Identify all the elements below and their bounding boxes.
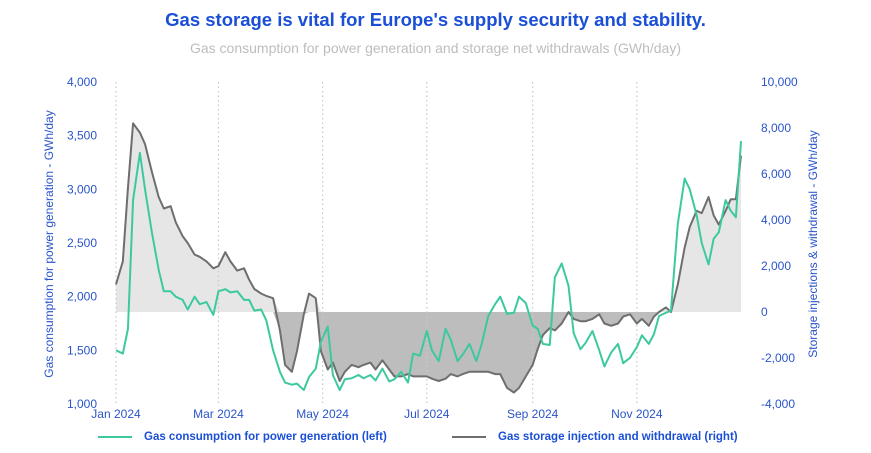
y-right-tick-label: -4,000 — [761, 397, 795, 411]
y-left-tick-label: 3,500 — [67, 129, 97, 143]
y-axis-right: -4,000 -2,000 0 2,000 4,000 6,000 8,000 10,000 — [761, 75, 798, 411]
y-right-tick-label: 0 — [761, 305, 768, 319]
legend-swatch-consumption — [98, 436, 132, 438]
storage-fill-positive — [116, 123, 741, 313]
y-right-tick-label: -2,000 — [761, 351, 795, 365]
x-tick-label: May 2024 — [296, 407, 349, 421]
series-lines — [115, 122, 742, 394]
chart-subtitle: Gas consumption for power generation and… — [189, 40, 682, 56]
legend-item-storage[interactable]: Gas storage injection and withdrawal (ri… — [452, 425, 738, 449]
y-axis-left-label: Gas consumption for power generation - G… — [42, 110, 56, 377]
x-tick-label: Jul 2024 — [404, 407, 450, 421]
y-right-tick-label: 6,000 — [761, 167, 791, 181]
y-axis-left: 1,000 1,500 2,000 2,500 3,000 3,500 4,000 — [67, 75, 97, 411]
y-left-tick-label: 2,000 — [67, 290, 97, 304]
storage-fill-negative — [116, 312, 741, 393]
y-left-tick-label: 1,500 — [67, 343, 97, 357]
y-axis-right-label: Storage injections & withdrawal - GWh/da… — [806, 130, 820, 357]
y-right-tick-label: 10,000 — [761, 75, 798, 89]
x-tick-label: Mar 2024 — [193, 407, 244, 421]
y-left-tick-label: 4,000 — [67, 75, 97, 89]
x-axis: Jan 2024 Mar 2024 May 2024 Jul 2024 Sep 2024… — [91, 407, 663, 421]
y-left-tick-label: 1,000 — [67, 397, 97, 411]
legend-label-consumption: Gas consumption for power generation (le… — [144, 431, 387, 443]
y-right-tick-label: 4,000 — [761, 213, 791, 227]
y-right-tick-label: 8,000 — [761, 121, 791, 135]
legend-item-consumption[interactable]: Gas consumption for power generation (le… — [98, 425, 387, 449]
y-left-tick-label: 3,000 — [67, 182, 97, 196]
x-tick-label: Nov 2024 — [611, 407, 663, 421]
y-left-tick-label: 2,500 — [67, 236, 97, 250]
x-tick-label: Jan 2024 — [91, 407, 141, 421]
legend-swatch-storage — [452, 436, 486, 438]
x-tick-label: Sep 2024 — [507, 407, 559, 421]
x-gridlines — [115, 82, 638, 406]
storage-fill-areas — [116, 123, 741, 393]
consumption-series-line — [115, 140, 742, 392]
chart-title: Gas storage is vital for Europe's supply… — [165, 9, 706, 30]
storage-series-line — [115, 122, 742, 394]
y-right-tick-label: 2,000 — [761, 259, 791, 273]
legend-label-storage: Gas storage injection and withdrawal (ri… — [498, 431, 738, 443]
